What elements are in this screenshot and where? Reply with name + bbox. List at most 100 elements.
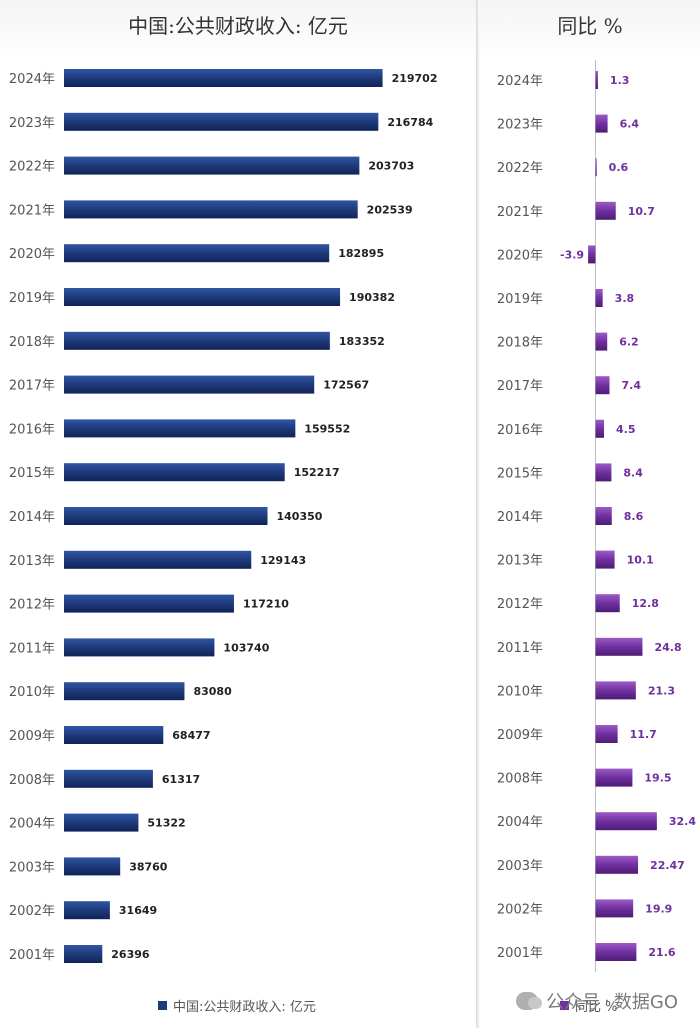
yoy-data-label: -3.9: [560, 248, 584, 261]
yoy-chart-panel: 同比 % 2024年 1.3 2023年 6.4 2022年 0.6 2021年 10.7 20…: [480, 0, 700, 1028]
yoy-bar: [595, 769, 632, 787]
revenue-data-label: 183352: [339, 335, 385, 348]
yoy-bar: [588, 245, 595, 263]
revenue-tick-label: 2018年: [9, 335, 55, 350]
yoy-bar-chart: 2024年 1.3 2023年 6.4 2022年 0.6 2021年 10.7 2020年 -3…: [480, 0, 700, 1028]
revenue-bar: [64, 200, 358, 218]
yoy-data-label: 21.3: [648, 684, 675, 697]
yoy-bar: [595, 463, 611, 481]
yoy-tick-label: 2008年: [497, 772, 543, 787]
watermark: 公众号 · 数据GO: [516, 988, 678, 1014]
revenue-data-label: 140350: [277, 510, 323, 523]
revenue-data-label: 129143: [260, 554, 306, 567]
revenue-data-label: 172567: [323, 379, 369, 392]
yoy-bar: [595, 333, 607, 351]
revenue-tick-label: 2010年: [9, 685, 55, 700]
revenue-data-label: 190382: [349, 291, 395, 304]
revenue-bar: [64, 69, 383, 87]
yoy-tick-label: 2004年: [497, 815, 543, 830]
yoy-data-label: 6.2: [619, 336, 639, 349]
yoy-data-label: 19.5: [644, 772, 671, 785]
revenue-tick-label: 2009年: [9, 729, 55, 744]
revenue-tick-label: 2008年: [9, 773, 55, 788]
revenue-bar: [64, 857, 120, 875]
revenue-tick-label: 2023年: [9, 116, 55, 131]
yoy-tick-label: 2014年: [497, 510, 543, 525]
yoy-bar: [595, 856, 638, 874]
revenue-bar: [64, 595, 234, 613]
revenue-bar: [64, 376, 314, 394]
revenue-tick-label: 2015年: [9, 466, 55, 481]
yoy-data-label: 21.6: [648, 946, 675, 959]
revenue-data-label: 152217: [294, 466, 340, 479]
yoy-data-label: 22.47: [650, 859, 685, 872]
yoy-data-label: 6.4: [620, 118, 640, 131]
yoy-tick-label: 2023年: [497, 118, 543, 133]
wechat-icon: [516, 992, 538, 1010]
yoy-bar: [595, 507, 611, 525]
revenue-data-label: 68477: [172, 729, 210, 742]
revenue-bar: [64, 682, 184, 700]
revenue-tick-label: 2011年: [9, 641, 55, 656]
revenue-data-label: 26396: [111, 948, 150, 961]
revenue-data-label: 117210: [243, 598, 289, 611]
yoy-data-label: 19.9: [645, 902, 672, 915]
yoy-tick-label: 2003年: [497, 859, 543, 874]
revenue-tick-label: 2016年: [9, 422, 55, 437]
watermark-separator: ·: [604, 991, 610, 1012]
revenue-bar: [64, 551, 251, 569]
revenue-tick-label: 2017年: [9, 379, 55, 394]
revenue-legend: 中国:公共财政收入: 亿元: [158, 996, 316, 1015]
yoy-data-label: 7.4: [621, 379, 641, 392]
yoy-bar: [595, 289, 602, 307]
revenue-data-label: 159552: [304, 422, 350, 435]
revenue-tick-label: 2024年: [9, 72, 55, 87]
revenue-tick-label: 2013年: [9, 554, 55, 569]
yoy-tick-label: 2002年: [497, 902, 543, 917]
yoy-bar: [595, 202, 615, 220]
yoy-bar: [595, 158, 596, 176]
revenue-data-label: 61317: [162, 773, 200, 786]
yoy-tick-label: 2012年: [497, 597, 543, 612]
yoy-data-label: 8.4: [623, 466, 643, 479]
revenue-bar: [64, 463, 285, 481]
yoy-bar: [595, 899, 633, 917]
revenue-data-label: 216784: [387, 116, 433, 129]
revenue-data-label: 182895: [338, 247, 384, 260]
yoy-tick-label: 2021年: [497, 205, 543, 220]
revenue-data-label: 219702: [392, 72, 438, 85]
revenue-tick-label: 2004年: [9, 817, 55, 832]
revenue-bar: [64, 288, 340, 306]
revenue-tick-label: 2021年: [9, 203, 55, 218]
watermark-right-text: 数据GO: [614, 988, 678, 1014]
yoy-bar: [595, 725, 617, 743]
revenue-data-label: 83080: [193, 685, 232, 698]
yoy-bar: [595, 71, 597, 89]
revenue-tick-label: 2022年: [9, 160, 55, 175]
yoy-bar: [595, 420, 604, 438]
revenue-bar: [64, 726, 163, 744]
yoy-data-label: 1.3: [610, 74, 630, 87]
yoy-data-label: 12.8: [632, 597, 659, 610]
revenue-bar: [64, 770, 153, 788]
revenue-bar: [64, 332, 330, 350]
revenue-tick-label: 2019年: [9, 291, 55, 306]
revenue-bar: [64, 113, 378, 131]
revenue-bar: [64, 419, 295, 437]
revenue-tick-label: 2020年: [9, 247, 55, 262]
yoy-tick-label: 2018年: [497, 336, 543, 351]
revenue-bar: [64, 507, 268, 525]
revenue-tick-label: 2002年: [9, 904, 55, 919]
revenue-data-label: 202539: [367, 203, 413, 216]
revenue-tick-label: 2014年: [9, 510, 55, 525]
yoy-bar: [595, 551, 614, 569]
revenue-tick-label: 2003年: [9, 860, 55, 875]
revenue-legend-swatch: [158, 1001, 167, 1010]
yoy-tick-label: 2022年: [497, 161, 543, 176]
revenue-tick-label: 2001年: [9, 948, 55, 963]
yoy-tick-label: 2017年: [497, 379, 543, 394]
yoy-bar: [595, 638, 642, 656]
revenue-data-label: 103740: [223, 641, 269, 654]
yoy-bar: [595, 681, 635, 699]
yoy-tick-label: 2016年: [497, 423, 543, 438]
